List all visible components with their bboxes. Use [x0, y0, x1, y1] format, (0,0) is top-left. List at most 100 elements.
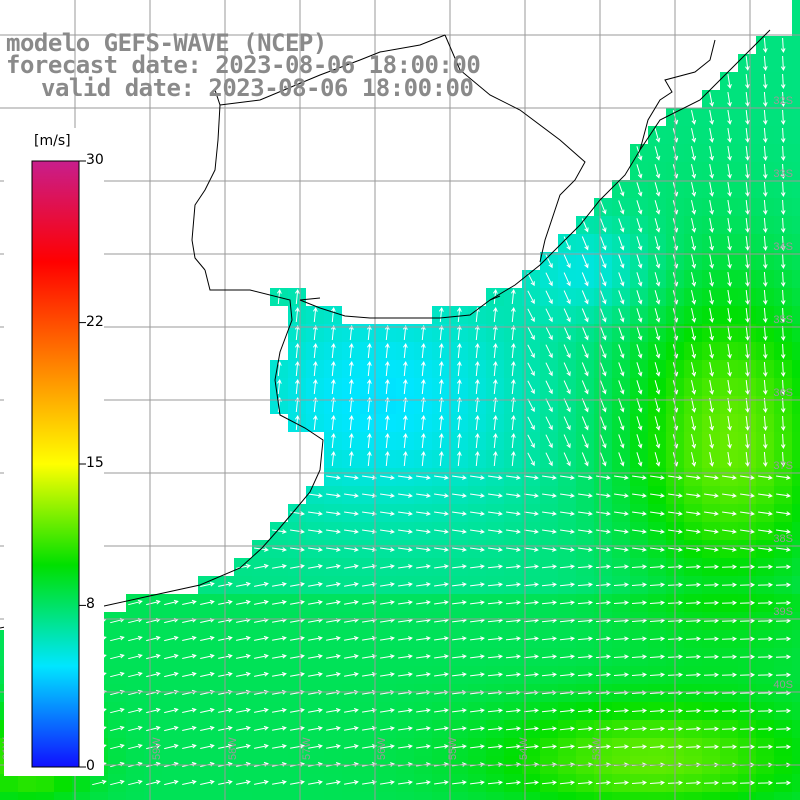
latitude-label: 37S [773, 460, 793, 472]
speed-cell [792, 738, 800, 756]
wind-arrow [344, 564, 359, 569]
valid-date: valid date: 2023-08-06 18:00:00 [41, 74, 474, 102]
wind-arrow [636, 434, 643, 449]
wind-arrow [704, 475, 719, 480]
wind-arrow [452, 600, 467, 605]
wind-arrow [362, 600, 377, 605]
wind-arrow [631, 636, 648, 642]
wind-arrow [762, 145, 768, 162]
wind-arrow [290, 582, 305, 587]
speed-cell [792, 468, 800, 486]
wind-arrow [600, 272, 607, 287]
wind-arrow [487, 600, 504, 605]
latitude-label: 38S [773, 533, 793, 545]
wind-arrow [362, 780, 377, 785]
wind-arrow [470, 547, 485, 552]
wind-arrow [384, 378, 390, 395]
wind-arrow [527, 398, 535, 413]
wind-arrow [757, 744, 774, 750]
wind-arrow [613, 672, 630, 678]
wind-arrow [780, 181, 786, 198]
wind-arrow [613, 582, 630, 588]
wind-arrow [600, 416, 607, 431]
wind-arrow [128, 671, 143, 678]
wind-arrow [402, 324, 408, 341]
wind-arrow [704, 493, 719, 498]
wind-arrow [709, 200, 714, 215]
speed-cell [0, 792, 18, 800]
wind-arrow [402, 450, 408, 467]
wind-arrow [559, 636, 576, 642]
wind-arrow [527, 380, 535, 395]
wind-arrow [757, 726, 774, 732]
wind-arrow [727, 326, 732, 341]
wind-arrow [563, 434, 571, 449]
wind-arrow [581, 362, 589, 377]
speed-cell [306, 792, 324, 800]
wind-arrow [595, 726, 612, 732]
wind-arrow [456, 324, 462, 341]
wind-arrow [452, 654, 467, 659]
wind-arrow [560, 493, 575, 498]
wind-arrow [758, 475, 773, 480]
wind-arrow [402, 414, 408, 431]
wind-arrow [380, 529, 395, 534]
wind-arrow [780, 109, 786, 126]
wind-arrow [308, 582, 323, 587]
wind-arrow [344, 547, 359, 552]
wind-arrow [488, 547, 503, 552]
wind-arrow [709, 290, 714, 305]
wind-arrow [762, 199, 768, 216]
wind-arrow [344, 529, 359, 534]
wind-arrow [344, 600, 359, 605]
wind-arrow [312, 378, 318, 395]
wind-arrow [654, 380, 661, 395]
wind-arrow [344, 780, 359, 785]
wind-arrow [505, 726, 522, 731]
wind-arrow [745, 92, 750, 107]
wind-arrow [420, 432, 426, 449]
wind-arrow [762, 127, 768, 144]
wind-arrow [272, 636, 287, 641]
wind-arrow [488, 475, 503, 480]
wind-arrow [254, 707, 269, 713]
wind-arrow [636, 416, 643, 431]
wind-arrow [110, 653, 125, 660]
wind-arrow [420, 378, 426, 395]
wind-arrow [542, 511, 557, 516]
wind-arrow [416, 493, 431, 498]
wind-arrow [254, 671, 269, 677]
wind-arrow [474, 450, 480, 467]
wind-arrow [722, 475, 737, 480]
speed-cell [0, 774, 18, 792]
wind-arrow [775, 744, 792, 750]
wind-arrow [563, 254, 571, 269]
lagoon-outline [639, 39, 716, 151]
speed-cell [702, 792, 720, 800]
wind-arrow [578, 511, 593, 516]
wind-arrow [727, 434, 732, 449]
wind-arrow [636, 380, 643, 395]
speed-cell [792, 576, 800, 594]
wind-arrow [727, 182, 732, 197]
wind-arrow [745, 110, 750, 125]
wind-arrow [308, 529, 323, 534]
wind-arrow [236, 779, 251, 785]
speed-cell [594, 792, 612, 800]
wind-arrow [649, 672, 666, 678]
wind-arrow [182, 671, 197, 677]
wind-arrow [362, 708, 377, 713]
wind-arrow [709, 416, 714, 431]
speed-cell [18, 792, 36, 800]
wind-arrow [596, 475, 611, 480]
wind-arrow [739, 636, 756, 642]
wind-arrow [762, 415, 768, 432]
wind-arrow [654, 236, 661, 251]
speed-cell [792, 180, 800, 198]
wind-arrow [294, 360, 300, 377]
wind-arrow [559, 726, 576, 732]
wind-arrow [272, 726, 287, 731]
speed-cell [792, 234, 800, 252]
wind-arrow [654, 434, 661, 449]
wind-arrow [636, 182, 643, 197]
